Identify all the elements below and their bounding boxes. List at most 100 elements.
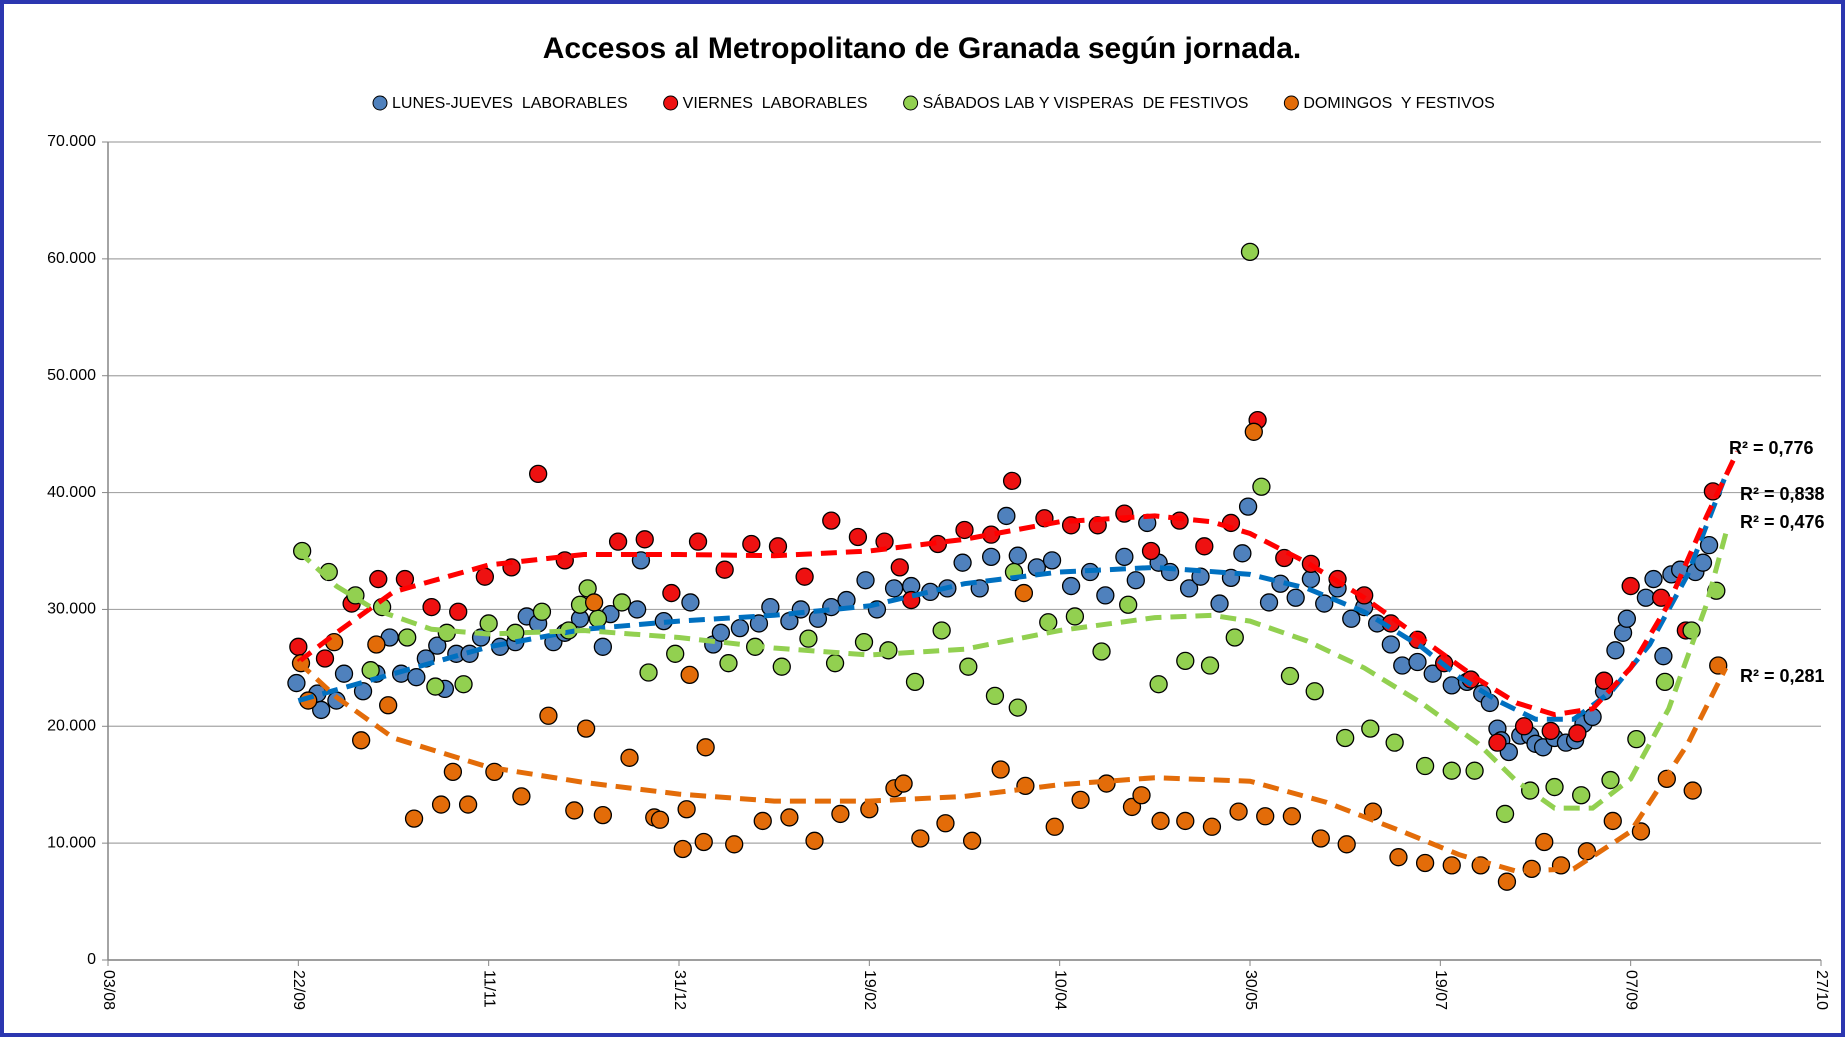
point — [1008, 546, 1027, 565]
point — [289, 637, 308, 656]
point — [1488, 733, 1507, 752]
legend-label: VIERNES LABORABLES — [683, 95, 868, 112]
point — [1606, 641, 1625, 660]
point — [1315, 594, 1334, 613]
point — [1572, 786, 1591, 805]
x-tick-label: 19/07 — [1432, 970, 1449, 1010]
point — [479, 614, 498, 633]
point — [422, 597, 441, 617]
point — [772, 657, 791, 676]
point — [449, 602, 468, 621]
legend-marker — [1283, 95, 1299, 111]
x-tick-label: 11/11 — [480, 970, 497, 1008]
point — [953, 553, 972, 572]
point — [1627, 729, 1646, 749]
point — [1514, 717, 1534, 736]
chart-title: Accesos al Metropolitano de Granada segú… — [543, 32, 1302, 65]
point — [1393, 656, 1412, 675]
point — [1176, 811, 1195, 831]
point — [959, 657, 978, 676]
point — [1286, 588, 1305, 607]
point — [1151, 811, 1170, 831]
point — [981, 547, 1001, 566]
point — [1280, 666, 1300, 686]
point — [1014, 583, 1034, 603]
point — [854, 632, 874, 652]
point — [1389, 848, 1408, 867]
point — [398, 628, 417, 647]
point — [639, 663, 658, 682]
point — [1699, 536, 1719, 555]
point — [985, 686, 1005, 706]
point — [677, 800, 696, 819]
point — [334, 664, 354, 683]
point — [1126, 571, 1145, 590]
point — [1336, 728, 1355, 748]
point — [1594, 671, 1614, 690]
x-tick-label: 30/05 — [1242, 970, 1259, 1010]
point — [1256, 807, 1275, 826]
point — [1202, 817, 1222, 836]
point — [1176, 651, 1195, 670]
point — [831, 804, 850, 824]
x-tick-label: 19/02 — [861, 970, 878, 1010]
point — [694, 832, 713, 852]
point — [997, 506, 1016, 526]
point — [1045, 817, 1064, 836]
point — [1617, 609, 1637, 628]
legend-label: SÁBADOS LAB Y VISPERAS DE FESTIVOS — [923, 93, 1249, 112]
point — [539, 706, 558, 725]
point — [715, 560, 734, 579]
point — [1541, 721, 1560, 741]
point — [1259, 593, 1279, 612]
point — [1225, 628, 1244, 647]
point — [353, 682, 373, 701]
point — [532, 602, 552, 621]
point — [1381, 635, 1400, 654]
point — [1039, 613, 1058, 632]
point — [1065, 607, 1085, 626]
point — [1071, 790, 1090, 810]
r2-label: R² = 0,281 — [1740, 666, 1825, 686]
trend-line — [296, 450, 1740, 718]
point — [475, 567, 495, 586]
legend-marker — [663, 95, 679, 111]
y-tick-label: 20.000 — [47, 718, 96, 735]
point — [753, 811, 772, 831]
point — [711, 623, 731, 642]
point — [312, 700, 331, 720]
point — [404, 809, 424, 828]
point — [768, 537, 788, 556]
x-tick-label: 03/08 — [100, 970, 117, 1010]
legend: LUNES-JUEVES LABORABLES VIERNES LABORABLE… — [372, 93, 1495, 112]
legend-label: DOMINGOS Y FESTIVOS — [1303, 95, 1494, 112]
point — [367, 635, 386, 654]
point — [287, 673, 306, 693]
r2-label: R² = 0,776 — [1729, 438, 1814, 458]
point — [1132, 786, 1151, 805]
point — [1495, 804, 1515, 824]
point — [666, 644, 685, 663]
x-tick-label: 27/10 — [1813, 970, 1830, 1010]
point — [512, 787, 531, 806]
point — [1119, 595, 1138, 614]
point — [805, 831, 824, 850]
point — [1415, 756, 1435, 776]
y-tick-label: 40.000 — [47, 484, 96, 501]
point — [719, 654, 738, 673]
point — [1423, 664, 1442, 683]
legend-marker — [903, 95, 919, 111]
point — [454, 675, 473, 694]
point — [742, 534, 761, 554]
y-tick-label: 70.000 — [47, 133, 96, 150]
y-tick-label: 30.000 — [47, 601, 96, 618]
point — [635, 530, 654, 549]
point — [1092, 642, 1111, 661]
point — [627, 600, 647, 619]
point — [1149, 675, 1168, 694]
point — [1545, 777, 1564, 797]
point — [1497, 872, 1517, 891]
x-tick-label: 31/12 — [671, 970, 688, 1010]
